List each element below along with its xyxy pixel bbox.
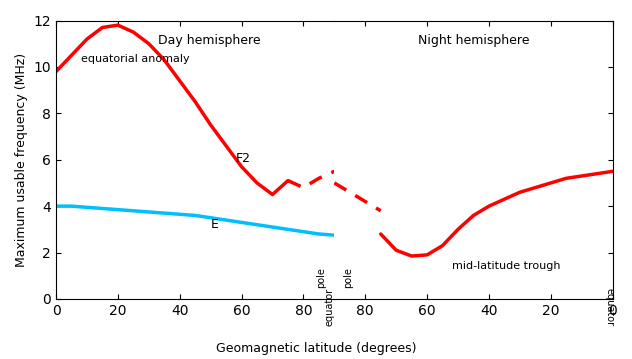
Text: equatorial anomaly: equatorial anomaly bbox=[81, 54, 190, 64]
Text: equator: equator bbox=[324, 288, 334, 326]
Text: F2: F2 bbox=[235, 152, 250, 165]
Text: E: E bbox=[210, 218, 219, 231]
Text: pole: pole bbox=[343, 267, 353, 288]
Text: Night hemisphere: Night hemisphere bbox=[418, 34, 529, 47]
Text: equator: equator bbox=[604, 288, 614, 326]
Text: mid-latitude trough: mid-latitude trough bbox=[452, 261, 561, 271]
Text: pole: pole bbox=[316, 267, 326, 288]
Text: Geomagnetic latitude (degrees): Geomagnetic latitude (degrees) bbox=[216, 342, 416, 355]
Text: Day hemisphere: Day hemisphere bbox=[158, 34, 260, 47]
Y-axis label: Maximum usable frequency (MHz): Maximum usable frequency (MHz) bbox=[15, 53, 28, 267]
